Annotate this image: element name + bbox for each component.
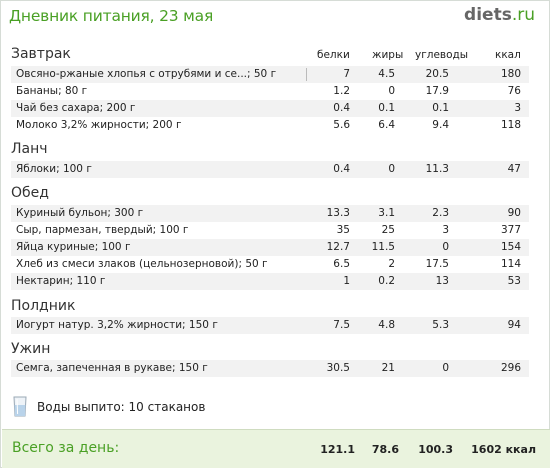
food-name: Молоко 3,2% жирности; 200 г	[16, 119, 182, 131]
column-header-fat: жиры	[372, 49, 404, 61]
kcal-value: 47	[507, 163, 521, 175]
kcal-value: 296	[500, 362, 521, 374]
kcal-value: 3	[514, 102, 521, 114]
kcal-value: 377	[500, 224, 521, 236]
table-row: Сыр, пармезан, твердый; 100 г 35 25 3 37…	[11, 222, 529, 239]
kcal-value: 53	[507, 275, 521, 287]
brand-logo[interactable]: diets.ru	[464, 5, 535, 25]
food-name: Хлеб из смеси злаков (цельнозерновой); 5…	[16, 258, 268, 270]
totals-label: Всего за день:	[12, 440, 120, 456]
protein-value: 0.4	[333, 102, 350, 114]
protein-value: 1	[343, 275, 350, 287]
column-header-kcal: ккал	[495, 49, 521, 61]
protein-value: 13.3	[326, 207, 350, 219]
carbs-value: 9.4	[432, 119, 449, 131]
food-name: Овсяно-ржаные хлопья с отрубями и се...;…	[16, 68, 277, 80]
water-intake: Воды выпито: 10 стаканов	[13, 396, 529, 418]
carbs-value: 17.5	[425, 258, 449, 270]
glass-icon	[13, 396, 27, 417]
fat-value: 4.8	[378, 319, 395, 331]
food-name: Сыр, пармезан, твердый; 100 г	[16, 224, 189, 236]
fat-value: 0	[388, 85, 395, 97]
table-row: Молоко 3,2% жирности; 200 г 5.6 6.4 9.4 …	[11, 117, 529, 134]
fat-value: 4.5	[378, 68, 395, 80]
meal-title-supper: Ужин	[11, 341, 51, 357]
fat-value: 0.2	[378, 275, 395, 287]
food-name: Семга, запеченная в рукаве; 150 г	[16, 362, 208, 374]
kcal-value: 154	[500, 241, 521, 253]
meal-title-snack: Полдник	[11, 298, 76, 314]
carbs-value: 17.9	[425, 85, 449, 97]
kcal-value: 114	[500, 258, 521, 270]
carbs-value: 11.3	[425, 163, 449, 175]
protein-value: 1.2	[333, 85, 350, 97]
table-row: Чай без сахара; 200 г 0.4 0.1 0.1 3	[11, 100, 529, 117]
kcal-value: 94	[507, 319, 521, 331]
fat-value: 3.1	[378, 207, 395, 219]
fat-value: 21	[381, 362, 395, 374]
table-row: Хлеб из смеси злаков (цельнозерновой); 5…	[11, 256, 529, 273]
protein-value: 12.7	[326, 241, 350, 253]
table-row: Яблоки; 100 г 0.4 0 11.3 47	[11, 161, 529, 178]
column-header-carbs: углеводы	[415, 49, 469, 61]
carbs-value: 5.3	[432, 319, 449, 331]
table-row: Нектарин; 110 г 1 0.2 13 53	[11, 273, 529, 290]
page-title: Дневник питания, 23 мая	[9, 7, 214, 25]
brand-suffix: .ru	[511, 5, 535, 25]
carbs-value: 0	[442, 362, 449, 374]
food-name: Йогурт натур. 3,2% жирности; 150 г	[16, 319, 218, 331]
table-row: Йогурт натур. 3,2% жирности; 150 г 7.5 4…	[11, 317, 529, 334]
protein-value: 30.5	[326, 362, 350, 374]
fat-value: 0.1	[378, 102, 395, 114]
total-protein: 121.1	[320, 443, 355, 456]
protein-value: 7	[343, 68, 350, 80]
table-row: Куриный бульон; 300 г 13.3 3.1 2.3 90	[11, 205, 529, 222]
food-name: Яблоки; 100 г	[16, 163, 92, 175]
total-kcal: 1602 ккал	[471, 443, 536, 456]
kcal-value: 118	[500, 119, 521, 131]
food-name: Куриный бульон; 300 г	[16, 207, 144, 219]
table-row: Овсяно-ржаные хлопья с отрубями и се...;…	[11, 66, 529, 83]
protein-value: 5.6	[333, 119, 350, 131]
meal-title-dinner-main: Обед	[11, 185, 49, 201]
kcal-value: 90	[507, 207, 521, 219]
carbs-value: 0.1	[432, 102, 449, 114]
fat-value: 6.4	[378, 119, 395, 131]
carbs-value: 2.3	[432, 207, 449, 219]
water-text: Воды выпито: 10 стаканов	[37, 400, 206, 414]
table-row: Бананы; 80 г 1.2 0 17.9 76	[11, 83, 529, 100]
fat-value: 0	[388, 163, 395, 175]
protein-value: 0.4	[333, 163, 350, 175]
column-header-protein: белки	[317, 49, 350, 61]
carbs-value: 13	[435, 275, 449, 287]
meal-title-lunch: Ланч	[11, 141, 48, 157]
protein-value: 6.5	[333, 258, 350, 270]
daily-totals: Всего за день: 121.1 78.6 100.3 1602 кка…	[2, 429, 550, 468]
food-name: Нектарин; 110 г	[16, 275, 106, 287]
kcal-value: 76	[507, 85, 521, 97]
table-row: Семга, запеченная в рукаве; 150 г 30.5 2…	[11, 360, 529, 377]
kcal-value: 180	[500, 68, 521, 80]
food-name: Яйца куриные; 100 г	[16, 241, 131, 253]
fat-value: 11.5	[371, 241, 395, 253]
protein-value: 7.5	[333, 319, 350, 331]
meal-title-breakfast: Завтрак	[11, 46, 71, 62]
protein-value: 35	[336, 224, 350, 236]
table-row: Яйца куриные; 100 г 12.7 11.5 0 154	[11, 239, 529, 256]
food-name: Бананы; 80 г	[16, 85, 88, 97]
fat-value: 2	[388, 258, 395, 270]
fat-value: 25	[381, 224, 395, 236]
total-fat: 78.6	[371, 443, 399, 456]
total-carbs: 100.3	[418, 443, 453, 456]
carbs-value: 3	[442, 224, 449, 236]
carbs-value: 0	[442, 241, 449, 253]
brand-main: diets	[464, 5, 512, 25]
carbs-value: 20.5	[425, 68, 449, 80]
food-name: Чай без сахара; 200 г	[16, 102, 136, 114]
